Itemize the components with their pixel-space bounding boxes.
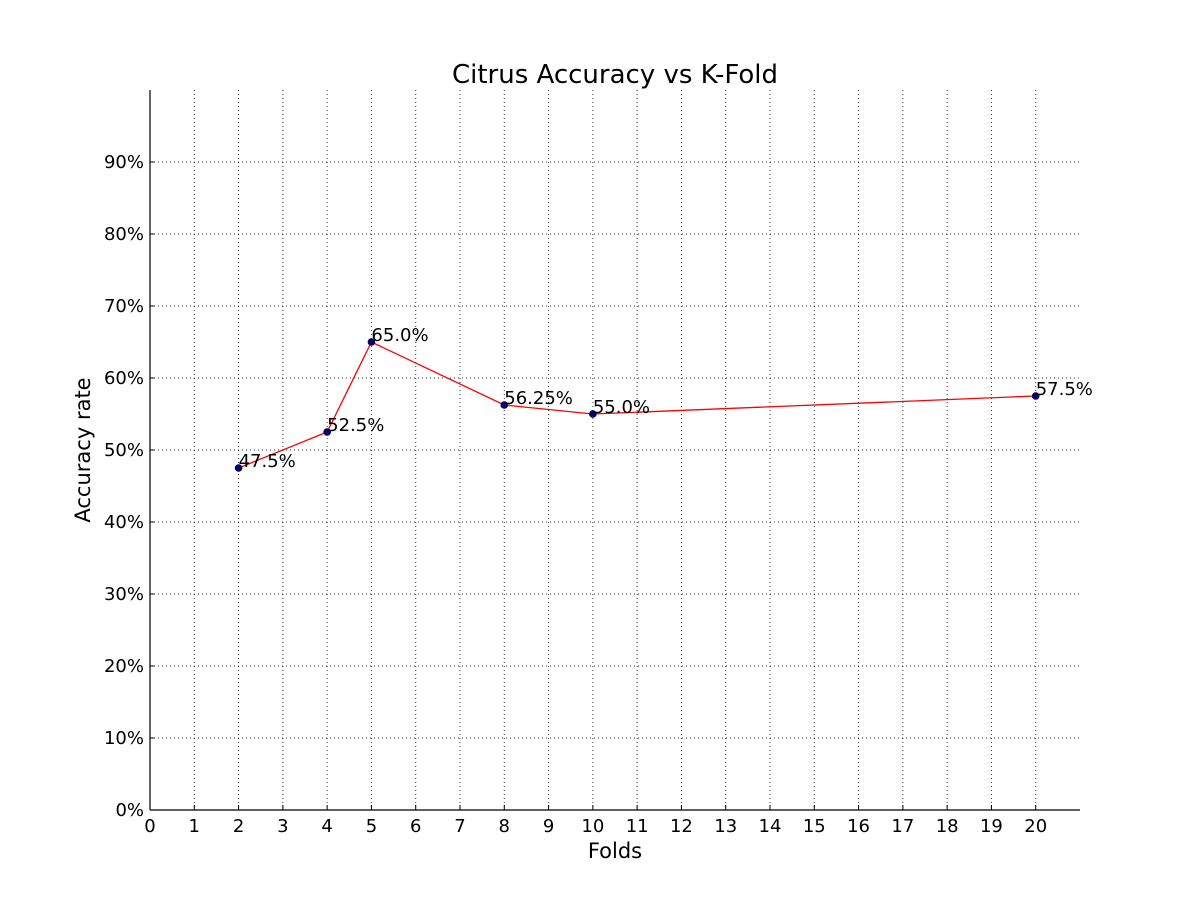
y-tick-label: 40% [104,512,144,533]
x-tick-label: 8 [499,816,510,837]
y-tick-label: 0% [115,800,144,821]
x-tick-label: 11 [626,816,649,837]
data-point [589,410,597,418]
x-tick-label: 12 [670,816,693,837]
series-line [238,341,1036,469]
x-tick-label: 1 [189,816,200,837]
data-point [234,464,243,472]
x-tick-label: 5 [366,816,377,837]
data-label: 47.5% [239,451,296,472]
chart-title: Citrus Accuracy vs K-Fold [452,60,778,90]
y-axis-label: Accuracy rate [71,377,95,522]
y-tick-label: 80% [104,224,144,245]
y-tick-label: 60% [104,368,144,389]
grid [150,90,1080,810]
data-point [323,428,331,436]
data-label: 55.0% [593,397,650,418]
axes [149,90,1080,811]
y-tick-label: 90% [104,152,144,173]
x-tick-label: 18 [936,816,959,837]
x-tick-label: 13 [714,816,737,837]
x-tick-label: 19 [980,816,1003,837]
x-tick-label: 6 [410,816,421,837]
x-tick-label: 10 [581,816,604,837]
x-tick-labels: 0 1 2 3 4 5 6 7 8 9 10 11 12 13 14 15 16 17 18 19 20 [144,816,1047,837]
data-label: 56.25% [504,388,573,409]
y-tick-labels: 0% 10% 20% 30% 40% 50% 60% 70% 80% 90% [104,152,144,821]
x-tick-label: 7 [454,816,465,837]
series [234,338,1040,472]
x-tick-label: 16 [847,816,870,837]
x-tick-label: 3 [277,816,288,837]
x-axis-label: Folds [588,839,642,863]
x-tick-label: 20 [1024,816,1047,837]
y-tick-label: 10% [104,728,144,749]
x-tick-label: 14 [759,816,782,837]
data-labels: 47.5% 52.5% 65.0% 56.25% 55.0% 57.5% [239,325,1093,472]
x-tick-label: 4 [321,816,332,837]
data-label: 65.0% [371,325,428,346]
y-tick-label: 20% [104,656,144,677]
y-tick-label: 30% [104,584,144,605]
x-tick-label: 17 [891,816,914,837]
x-tick-label: 0 [144,816,155,837]
y-tick-label: 70% [104,296,144,317]
x-tick-label: 15 [803,816,826,837]
data-point [1031,392,1040,400]
data-label: 57.5% [1036,379,1093,400]
y-tick-label: 50% [104,440,144,461]
x-tick-label: 2 [233,816,244,837]
data-point [500,401,509,409]
data-label: 52.5% [327,415,384,436]
x-tick-label: 9 [543,816,554,837]
data-point [367,338,376,346]
